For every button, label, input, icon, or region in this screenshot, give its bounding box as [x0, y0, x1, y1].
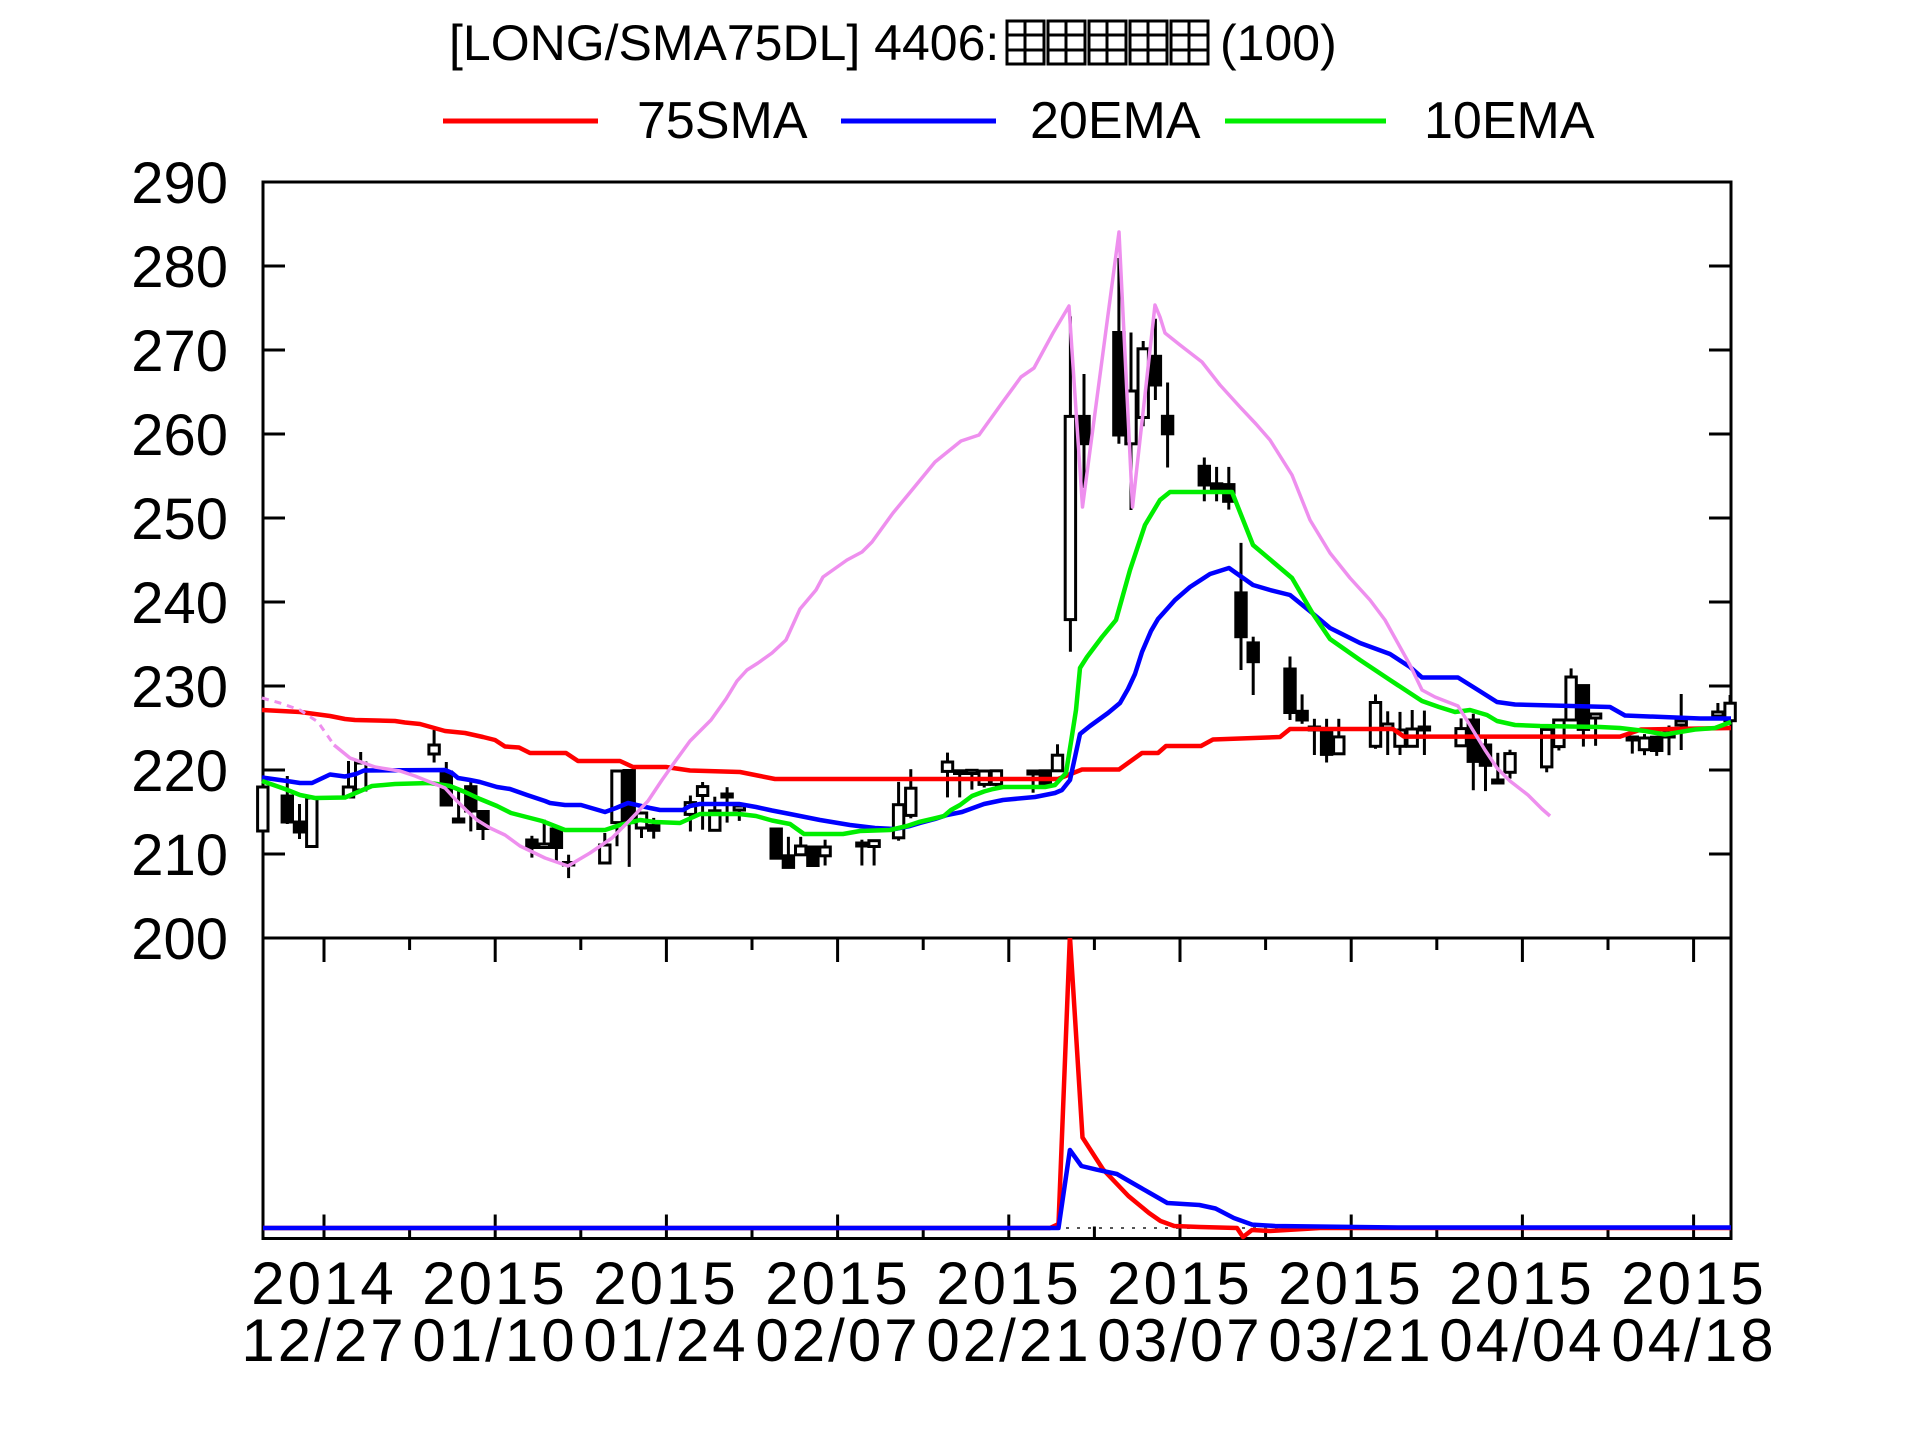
svg-text:250: 250: [131, 487, 228, 552]
svg-text:12/27: 12/27: [241, 1307, 406, 1374]
svg-text:2015: 2015: [1107, 1250, 1252, 1317]
svg-text:220: 220: [131, 739, 228, 804]
svg-text:280: 280: [131, 235, 228, 300]
svg-text:10EMA: 10EMA: [1424, 92, 1595, 150]
svg-text:2015: 2015: [593, 1250, 738, 1317]
svg-text:240: 240: [131, 571, 228, 636]
svg-text:04/18: 04/18: [1611, 1307, 1776, 1374]
svg-text:04/04: 04/04: [1439, 1307, 1604, 1374]
svg-text:260: 260: [131, 403, 228, 468]
svg-text:200: 200: [131, 907, 228, 972]
svg-text:2015: 2015: [422, 1250, 567, 1317]
svg-text:02/07: 02/07: [755, 1307, 920, 1374]
svg-text:2015: 2015: [1278, 1250, 1423, 1317]
svg-text:2014: 2014: [251, 1250, 396, 1317]
svg-text:01/24: 01/24: [583, 1307, 748, 1374]
svg-text:75SMA: 75SMA: [637, 92, 808, 150]
svg-text:230: 230: [131, 655, 228, 720]
svg-text:2015: 2015: [765, 1250, 910, 1317]
svg-text:2015: 2015: [1449, 1250, 1594, 1317]
svg-text:03/07: 03/07: [1097, 1307, 1262, 1374]
svg-text:210: 210: [131, 823, 228, 888]
svg-text:20EMA: 20EMA: [1030, 92, 1201, 150]
svg-text:2015: 2015: [1621, 1250, 1766, 1317]
svg-text:270: 270: [131, 319, 228, 384]
svg-text:(100): (100): [1220, 15, 1337, 71]
svg-text:01/10: 01/10: [412, 1307, 577, 1374]
svg-text:290: 290: [131, 151, 228, 216]
svg-text:03/21: 03/21: [1268, 1307, 1433, 1374]
svg-text:02/21: 02/21: [926, 1307, 1091, 1374]
svg-text:[LONG/SMA75DL] 4406:: [LONG/SMA75DL] 4406:: [449, 15, 999, 71]
svg-text:2015: 2015: [936, 1250, 1081, 1317]
